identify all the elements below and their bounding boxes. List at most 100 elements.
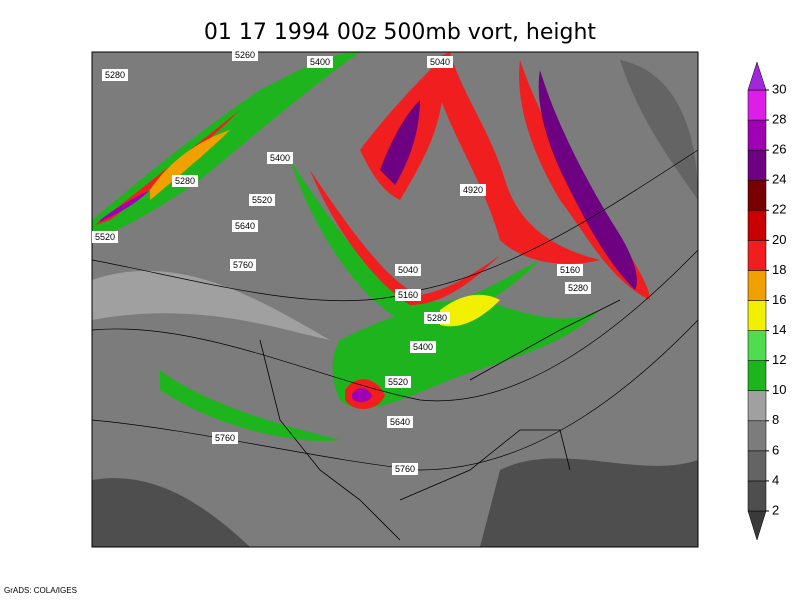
field-patch xyxy=(92,270,330,340)
colorbar-segment xyxy=(747,149,767,181)
colorbar-segment xyxy=(747,119,767,151)
map-frame xyxy=(91,51,699,548)
field-patch xyxy=(430,52,600,264)
colorbar-tick-label: 10 xyxy=(772,382,786,397)
field-patch xyxy=(352,388,372,403)
height-contour xyxy=(92,249,698,402)
colorbar-tick-label: 6 xyxy=(772,442,779,457)
height-contour xyxy=(92,319,698,471)
colorbar-segment xyxy=(747,450,767,482)
colorbar-segment xyxy=(747,270,767,301)
field-patch xyxy=(290,160,540,322)
colorbar-high-triangle xyxy=(747,61,767,91)
footer: GrADS: COLA/IGES xyxy=(4,586,77,595)
contour-label: 5640 xyxy=(235,221,255,231)
colorbar-tick-label: 30 xyxy=(772,81,786,96)
field-patch xyxy=(620,60,698,200)
colorbar-tick-label: 22 xyxy=(772,202,786,217)
map-panel: 5260 5400 5040 5280 5400 5280 4920 5520 5640 5520… xyxy=(91,49,699,548)
field-patch xyxy=(440,294,500,327)
contour-label: 5160 xyxy=(560,265,580,275)
contour-label: 5640 xyxy=(390,417,410,427)
colorbar-segment xyxy=(747,390,767,422)
vorticity-field xyxy=(92,52,698,547)
colorbar-tick-label: 8 xyxy=(772,412,779,427)
contour-label: 5400 xyxy=(310,57,330,67)
contour-label: 5760 xyxy=(215,433,235,443)
field-patch xyxy=(538,70,637,290)
colorbar-segment xyxy=(747,420,767,452)
contour-label: 5280 xyxy=(568,283,588,293)
contour-label: 5160 xyxy=(398,290,418,300)
contour-label-box xyxy=(249,194,275,206)
colorbar-tick-label: 12 xyxy=(772,352,786,367)
contour-label-box xyxy=(387,416,413,428)
contour-label: 5040 xyxy=(398,265,418,275)
contour-label-box xyxy=(557,264,583,276)
contour-label: 5040 xyxy=(430,57,450,67)
contour-label: 4920 xyxy=(463,185,483,195)
contour-label-box xyxy=(565,282,591,294)
contour-label-box xyxy=(460,184,486,196)
contour-label-box xyxy=(230,259,256,271)
contour-label-box xyxy=(392,463,418,475)
field-patch xyxy=(480,458,698,547)
map-title: 01 17 1994 00z 500mb vort, height xyxy=(204,20,597,45)
contour-labels: 5260 5400 5040 5280 5400 5280 4920 5520 5640 5520… xyxy=(92,49,591,475)
colorbar-tick-label: 26 xyxy=(772,142,786,157)
contour-label: 5280 xyxy=(175,176,195,186)
contour-label: 5520 xyxy=(388,377,408,387)
contour-label: 5760 xyxy=(233,260,253,270)
colorbar-segment xyxy=(747,89,767,121)
contour-label: 5280 xyxy=(427,313,447,323)
colorbar-segment xyxy=(747,330,767,361)
colorbar-tick-label: 18 xyxy=(772,262,786,277)
contour-label-box xyxy=(92,231,118,243)
contour-label: 5400 xyxy=(413,342,433,352)
contour-label: 5400 xyxy=(270,153,290,163)
colorbar-segment xyxy=(747,179,767,211)
colorbar-tick-label: 4 xyxy=(772,472,779,487)
colorbar-segment xyxy=(747,360,767,391)
contour-label-box xyxy=(410,341,436,353)
contour-label-box xyxy=(232,220,258,232)
field-patch xyxy=(310,170,500,305)
contour-label-box xyxy=(395,289,421,301)
field-patch xyxy=(92,478,250,547)
field-patch xyxy=(150,130,230,200)
colorbar-tick-label: 2 xyxy=(772,502,779,517)
contour-label-box xyxy=(172,175,198,187)
contour-label-box xyxy=(267,152,293,164)
contour-label: 5260 xyxy=(235,50,255,60)
coastline xyxy=(259,299,621,541)
field-patch xyxy=(100,190,150,222)
contour-label-box xyxy=(395,264,421,276)
contour-label-box xyxy=(385,376,411,388)
colorbar-segment xyxy=(747,480,767,512)
contour-label-box xyxy=(307,56,333,68)
contour-label-box xyxy=(427,56,453,68)
contour-label-box xyxy=(232,49,258,61)
contour-label-box xyxy=(102,69,128,81)
colorbar-tick-label: 24 xyxy=(772,172,786,187)
colorbar-segment xyxy=(747,210,767,241)
contour-label: 5760 xyxy=(395,464,415,474)
contour-label: 5520 xyxy=(95,232,115,242)
field-patch xyxy=(160,370,340,441)
field-patch xyxy=(380,100,420,185)
colorbar-tick-label: 20 xyxy=(772,232,786,247)
colorbar-tick-label: 14 xyxy=(772,322,786,337)
contour-label-box xyxy=(424,312,450,324)
colorbar-segment xyxy=(747,240,767,271)
contour-label: 5280 xyxy=(105,70,125,80)
colorbar-tick-label: 28 xyxy=(772,112,786,127)
contour-label: 5520 xyxy=(252,195,272,205)
colorbar-low-triangle xyxy=(747,510,767,541)
field-patch xyxy=(92,52,360,240)
colorbar-segment xyxy=(747,300,767,331)
contour-label-box xyxy=(212,432,238,444)
colorbar-tick-label: 16 xyxy=(772,292,786,307)
